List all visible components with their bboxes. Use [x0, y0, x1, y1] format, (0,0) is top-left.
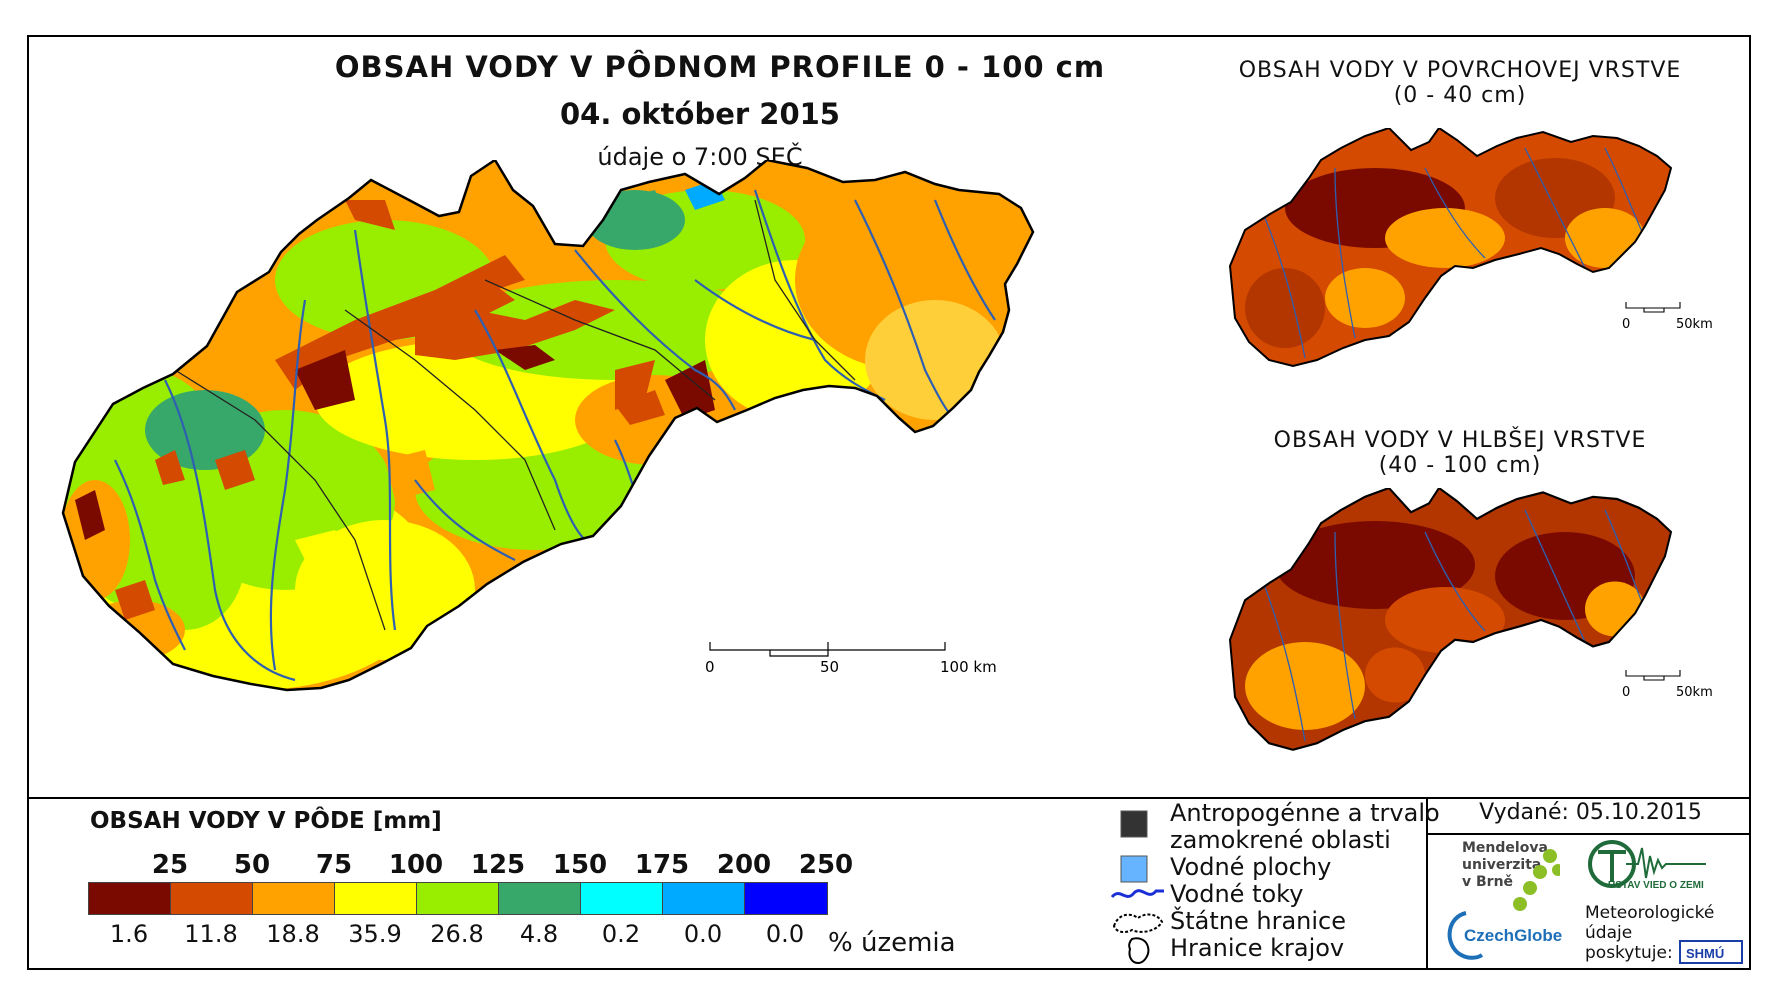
legend-percent: 0.2 — [601, 920, 641, 948]
legend-color-cell — [335, 883, 417, 914]
deep-layer-map — [1228, 488, 1673, 751]
scale-label-0: 0 — [1622, 685, 1630, 700]
mendel-dots-icon — [1513, 849, 1560, 911]
legend-threshold: 100 — [388, 850, 444, 880]
scale-label-100km: 100 km — [940, 658, 997, 676]
legend-percent: 0.0 — [683, 920, 723, 948]
legend-percentages: 1.6 11.8 18.8 35.9 26.8 4.8 0.2 0.0 0.0 — [88, 920, 868, 950]
legend-threshold: 125 — [470, 850, 526, 880]
divider — [27, 797, 1751, 799]
meteo-line: poskytuje: — [1585, 943, 1673, 963]
legend-percent: 0.0 — [765, 920, 805, 948]
legend-threshold: 200 — [716, 850, 772, 880]
legend-percent: 11.8 — [184, 920, 238, 948]
key-label: zamokrené oblasti — [1170, 826, 1391, 854]
czechglobe-logo: CzechGlobe — [1447, 911, 1562, 960]
legend-percent: 35.9 — [348, 920, 402, 948]
main-scale-bar: 0 50 100 km — [705, 642, 997, 676]
legend-percent: 4.8 — [519, 920, 559, 948]
divider — [1426, 797, 1428, 970]
scale-label-50km: 50km — [1676, 317, 1713, 332]
key-label: Vodné toky — [1170, 880, 1304, 908]
main-map-date: 04. október 2015 — [559, 97, 840, 131]
mendel-line: univerzita — [1462, 857, 1542, 873]
meteo-line: údaje — [1585, 923, 1633, 943]
key-label: Štátne hranice — [1170, 907, 1346, 935]
main-soil-water-map — [61, 160, 1035, 692]
key-label: Vodné plochy — [1170, 853, 1332, 881]
key-label: Hranice krajov — [1170, 934, 1345, 962]
shmu-logo: SHMÚ — [1679, 940, 1743, 964]
surface-layer-map — [1228, 128, 1673, 368]
institute-logo: ÚSTAV VIED O ZEMI — [1588, 840, 1706, 891]
meteo-line: Meteorologické — [1585, 903, 1715, 923]
legend-color-cell — [417, 883, 499, 914]
scale-label-50: 50 — [820, 658, 839, 676]
surface-map-title-line2: (0 - 40 cm) — [1393, 83, 1527, 108]
scale-label-50km: 50km — [1676, 685, 1713, 700]
legend-percent: 18.8 — [266, 920, 320, 948]
shmu-text: SHMÚ — [1686, 946, 1724, 961]
legend-threshold: 150 — [552, 850, 608, 880]
deep-map-title-line2: (40 - 100 cm) — [1378, 453, 1542, 478]
legend-color-cell — [499, 883, 581, 914]
scale-label-0: 0 — [705, 658, 715, 676]
legend-percent: 1.6 — [109, 920, 149, 948]
legend-color-bar — [88, 882, 828, 915]
legend-color-cell — [663, 883, 745, 914]
stream-line-icon — [1110, 889, 1164, 899]
deep-map-title-line1: OBSAH VODY V HLBŠEJ VRSTVE — [1273, 428, 1647, 453]
legend-threshold: 50 — [233, 850, 271, 880]
divider — [1426, 833, 1751, 835]
deep-map-title: OBSAH VODY V HLBŠEJ VRSTVE (40 - 100 cm) — [1180, 428, 1740, 478]
mendel-line: v Brně — [1462, 874, 1514, 890]
deep-scale-bar: 0 50km — [1622, 670, 1713, 700]
mendel-university-logo: Mendelova univerzita v Brně — [1462, 840, 1548, 891]
water-body-icon — [1120, 855, 1148, 883]
meteo-provider: Meteorologické údaje poskytuje: — [1585, 903, 1714, 963]
key-label: Antropogénne a trvalo — [1170, 799, 1440, 827]
surface-scale-bar: 0 50km — [1622, 302, 1713, 332]
regional-border-icon — [1128, 937, 1150, 965]
surface-map-title-line1: OBSAH VODY V POVRCHOVEJ VRSTVE — [1238, 58, 1682, 83]
legend-color-cell — [745, 883, 827, 914]
main-map-title: OBSAH VODY V PÔDNOM PROFILE 0 - 100 cm — [334, 50, 1106, 84]
institute-text: ÚSTAV VIED O ZEMI — [1608, 878, 1704, 891]
legend-threshold: 175 — [634, 850, 690, 880]
legend-threshold: 25 — [151, 850, 189, 880]
mendel-line: Mendelova — [1462, 840, 1548, 856]
surface-map-title: OBSAH VODY V POVRCHOVEJ VRSTVE (0 - 40 c… — [1180, 58, 1740, 108]
czechglobe-text: CzechGlobe — [1464, 926, 1562, 945]
legend-thresholds: 25 50 75 100 125 150 175 200 250 — [88, 850, 868, 882]
legend-color-cell — [253, 883, 335, 914]
legend-unit: % územia — [828, 928, 956, 958]
legend-threshold: 75 — [315, 850, 353, 880]
issued-date: Vydané: 05.10.2015 — [1479, 800, 1702, 825]
legend-percent: 26.8 — [430, 920, 484, 948]
legend-color-cell — [89, 883, 171, 914]
legend-title: OBSAH VODY V PÔDE [mm] — [90, 808, 442, 834]
legend-color-cell — [581, 883, 663, 914]
legend-threshold: 250 — [798, 850, 854, 880]
legend-color-cell — [171, 883, 253, 914]
anthropogenic-area-icon — [1120, 810, 1148, 838]
state-border-icon — [1112, 913, 1164, 934]
scale-label-0: 0 — [1622, 317, 1630, 332]
